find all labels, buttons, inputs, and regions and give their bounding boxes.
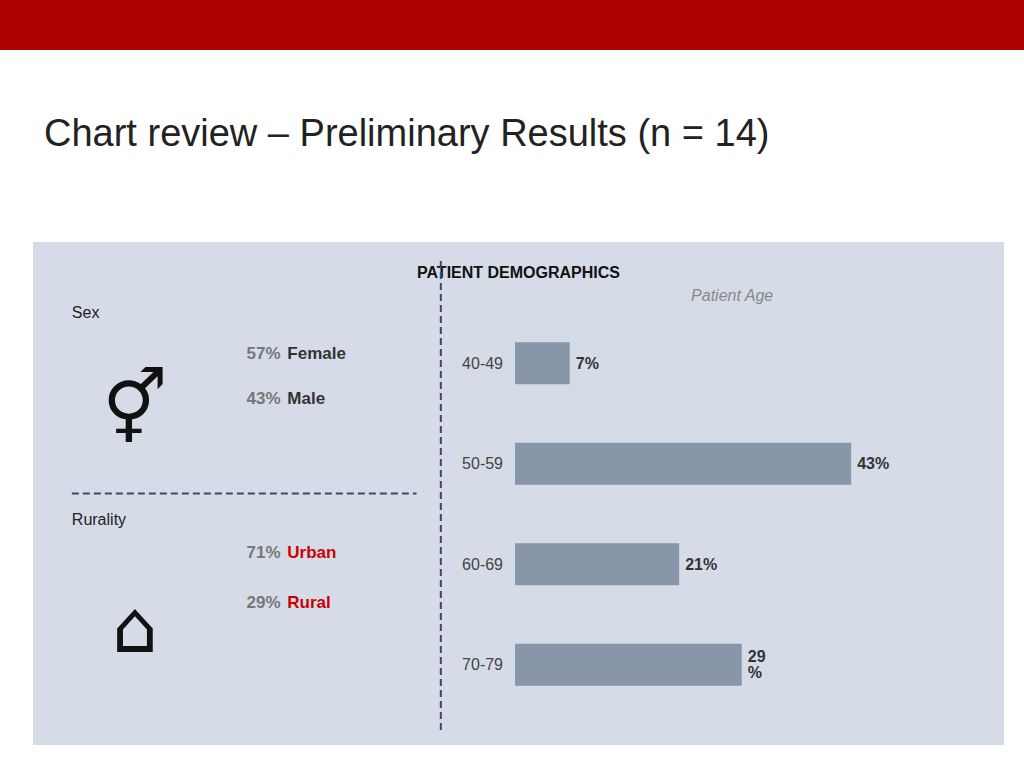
svg-text:⌂: ⌂: [112, 585, 158, 669]
svg-text:7%: 7%: [576, 355, 599, 372]
svg-text:43%: 43%: [247, 389, 281, 408]
svg-text:40-49: 40-49: [462, 355, 503, 372]
svg-text:43%: 43%: [857, 455, 889, 472]
svg-text:Chart review – Preliminary Res: Chart review – Preliminary Results (n = …: [44, 112, 769, 154]
svg-text:57%: 57%: [247, 344, 281, 363]
svg-text:%: %: [748, 664, 762, 681]
svg-text:Patient Age: Patient Age: [691, 287, 773, 304]
svg-text:60-69: 60-69: [462, 556, 503, 573]
svg-text:21%: 21%: [685, 556, 717, 573]
svg-text:Female: Female: [287, 344, 346, 363]
svg-text:Rural: Rural: [287, 593, 330, 612]
svg-text:⚥: ⚥: [102, 366, 167, 450]
svg-text:PATIENT DEMOGRAPHICS: PATIENT DEMOGRAPHICS: [417, 264, 620, 281]
svg-text:71%: 71%: [247, 543, 281, 562]
svg-text:Male: Male: [287, 389, 325, 408]
svg-text:50-59: 50-59: [462, 455, 503, 472]
svg-text:70-79: 70-79: [462, 656, 503, 673]
svg-text:Rurality: Rurality: [72, 511, 126, 528]
svg-text:Urban: Urban: [287, 543, 336, 562]
svg-text:Sex: Sex: [72, 304, 100, 321]
svg-text:29%: 29%: [247, 593, 281, 612]
svg-text:29: 29: [748, 648, 766, 665]
